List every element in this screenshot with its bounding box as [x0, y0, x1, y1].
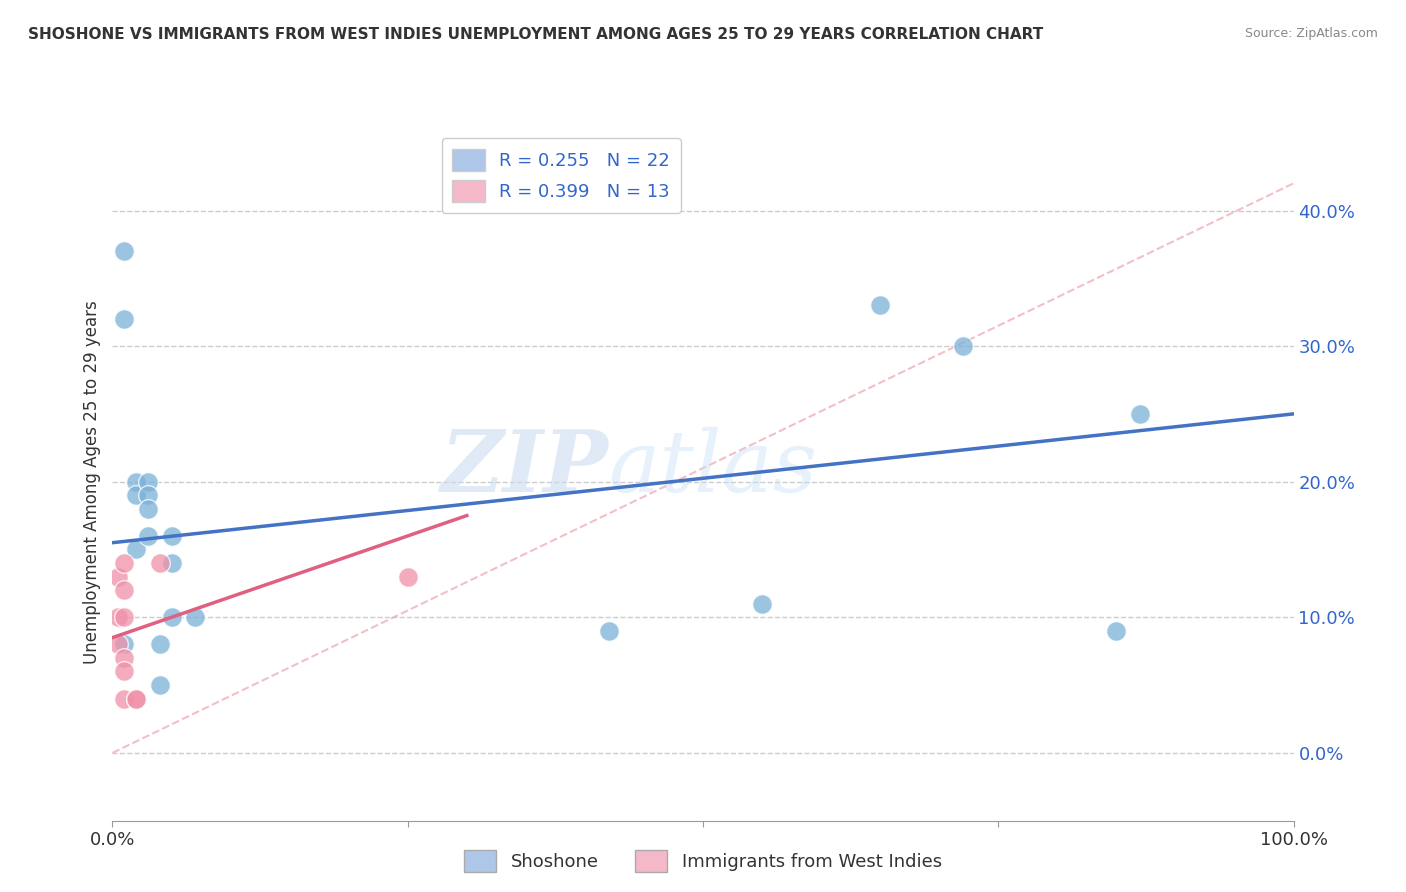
Text: atlas: atlas: [609, 426, 818, 509]
Point: [1129, 407, 1152, 421]
Point: [125, 542, 148, 557]
Point: [136, 501, 159, 516]
Point: [149, 556, 172, 570]
Point: [160, 529, 183, 543]
Text: SHOSHONE VS IMMIGRANTS FROM WEST INDIES UNEMPLOYMENT AMONG AGES 25 TO 29 YEARS C: SHOSHONE VS IMMIGRANTS FROM WEST INDIES …: [28, 27, 1043, 42]
Point: [136, 475, 159, 489]
Point: [598, 624, 620, 638]
Legend: Shoshone, Immigrants from West Indies: Shoshone, Immigrants from West Indies: [457, 843, 949, 880]
Point: [136, 529, 159, 543]
Point: [112, 610, 135, 624]
Point: [952, 339, 974, 353]
Point: [149, 637, 172, 651]
Point: [112, 583, 135, 598]
Point: [125, 691, 148, 706]
Point: [149, 678, 172, 692]
Point: [112, 312, 135, 326]
Point: [107, 569, 129, 583]
Point: [112, 556, 135, 570]
Point: [112, 691, 135, 706]
Point: [184, 610, 207, 624]
Point: [112, 637, 135, 651]
Point: [396, 569, 419, 583]
Point: [136, 488, 159, 502]
Point: [107, 637, 129, 651]
Point: [112, 244, 135, 259]
Point: [751, 597, 773, 611]
Point: [160, 556, 183, 570]
Point: [112, 651, 135, 665]
Point: [869, 298, 891, 312]
Point: [107, 610, 129, 624]
Y-axis label: Unemployment Among Ages 25 to 29 years: Unemployment Among Ages 25 to 29 years: [83, 300, 101, 664]
Text: Source: ZipAtlas.com: Source: ZipAtlas.com: [1244, 27, 1378, 40]
Point: [1105, 624, 1128, 638]
Point: [112, 665, 135, 679]
Point: [125, 488, 148, 502]
Point: [160, 610, 183, 624]
Text: ZIP: ZIP: [440, 426, 609, 510]
Point: [125, 475, 148, 489]
Point: [125, 691, 148, 706]
